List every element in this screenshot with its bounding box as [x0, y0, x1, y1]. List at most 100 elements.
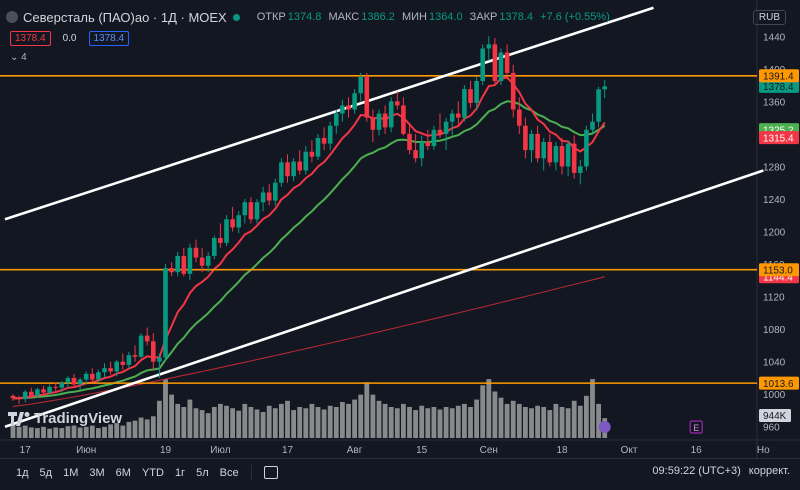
candle-body — [456, 113, 461, 118]
candle-body — [65, 377, 71, 383]
close-label: ЗАКР — [469, 11, 498, 23]
volume-bar — [486, 379, 492, 438]
volume-bar — [492, 391, 498, 438]
volume-bar — [577, 405, 583, 438]
spread-value: 0.0 — [62, 33, 77, 44]
adjustment-toggle[interactable]: коррект. — [748, 465, 790, 477]
candle-body — [431, 129, 437, 147]
candle-body — [462, 89, 467, 118]
volume-bar — [523, 407, 528, 438]
price-axis-label-bg — [759, 263, 799, 277]
range-ytd[interactable]: YTD — [141, 466, 164, 479]
volume-bar — [132, 420, 138, 438]
volume-bar — [108, 424, 113, 438]
range-1m[interactable]: 1М — [63, 466, 79, 479]
volume-bar — [211, 407, 217, 438]
candle-body — [590, 121, 595, 130]
candle-body — [578, 166, 583, 173]
volume-label-bg — [759, 409, 791, 422]
range-1y[interactable]: 1г — [174, 466, 186, 479]
volume-bar — [541, 407, 547, 438]
low-label: МИН — [401, 11, 427, 23]
ema-fast-line — [12, 76, 606, 400]
symbol-title[interactable]: Северсталь (ПАО)ао · 1Д · MOEX — [23, 9, 227, 25]
open-label: ОТКР — [256, 11, 286, 23]
range-6m[interactable]: 6М — [115, 466, 131, 479]
range-1d[interactable]: 1д — [16, 466, 29, 479]
volume-bar — [516, 403, 522, 438]
candle-body — [584, 129, 589, 167]
candle-body — [144, 335, 150, 342]
volume-bar — [443, 407, 449, 438]
price-axis-label: 1013.6 — [763, 379, 794, 390]
volume-bar — [407, 407, 412, 438]
candle-body — [327, 125, 333, 144]
candle-body — [83, 373, 89, 380]
candle-body — [41, 389, 46, 393]
candle-body — [565, 143, 571, 167]
time-tick-label: Авг — [347, 445, 363, 456]
candle-body — [388, 101, 394, 128]
range-all[interactable]: Все — [219, 466, 239, 479]
candle-body — [510, 72, 516, 110]
volume-bar — [175, 403, 181, 438]
bid-badge[interactable]: 1378.4 — [10, 31, 51, 46]
goto-date-icon[interactable] — [263, 466, 278, 479]
time-tick-label: 17 — [282, 445, 294, 456]
range-5d[interactable]: 5д — [39, 466, 53, 479]
candle-body — [541, 142, 546, 159]
candle-body — [230, 219, 235, 228]
tradingview-logo[interactable]: TradingView — [8, 410, 122, 427]
volume-bar — [309, 403, 315, 438]
volume-bar — [571, 400, 577, 438]
candle-body — [425, 142, 431, 147]
volume-bar — [89, 425, 95, 438]
candle-body — [529, 133, 534, 151]
candle-body — [163, 268, 168, 358]
price-tick-label: 1240 — [763, 195, 786, 206]
candle-body — [22, 391, 28, 400]
volume-bar — [47, 428, 52, 438]
price-tick-label: 1200 — [763, 228, 786, 239]
candle-body — [376, 113, 382, 130]
time-tick-label: Но — [757, 445, 770, 456]
price-axis-label-bg — [759, 79, 799, 93]
close-value: 1378.4 — [499, 11, 534, 23]
candle-body — [260, 192, 266, 203]
volume-bar — [437, 409, 443, 438]
range-5y[interactable]: 5л — [196, 466, 209, 479]
high-label: МАКС — [328, 11, 360, 23]
candle-body — [205, 255, 211, 266]
candle-body — [303, 151, 309, 171]
candle-body — [559, 146, 565, 167]
volume-bar — [535, 405, 540, 438]
candle-body — [132, 355, 138, 357]
range-3m[interactable]: 3М — [89, 466, 105, 479]
volume-bar — [455, 405, 461, 438]
indicators-toggle[interactable]: ⌄ 4 — [10, 52, 27, 63]
candle-body — [419, 142, 424, 159]
market-status-icon — [232, 13, 240, 21]
volume-bar — [315, 407, 321, 438]
candle-body — [193, 247, 199, 258]
candle-body — [175, 255, 180, 273]
candle-body — [352, 93, 357, 110]
price-axis-label-bg — [759, 69, 799, 83]
volume-bar — [388, 407, 394, 438]
ask-badge[interactable]: 1378.4 — [88, 31, 130, 46]
currency-selector[interactable]: RUB — [752, 10, 786, 25]
volume-bar — [10, 424, 16, 438]
volume-bar — [114, 423, 120, 438]
volume-bar — [590, 379, 595, 438]
volume-bar — [242, 403, 248, 438]
candle-body — [291, 161, 296, 177]
volume-bar — [596, 403, 601, 438]
candle-body — [498, 52, 504, 82]
low-value: 1364.0 — [428, 11, 463, 23]
clock-time[interactable]: 09:59:22 (UTC+3) — [652, 465, 741, 477]
volume-bar — [394, 408, 400, 438]
candle-body — [340, 105, 345, 114]
